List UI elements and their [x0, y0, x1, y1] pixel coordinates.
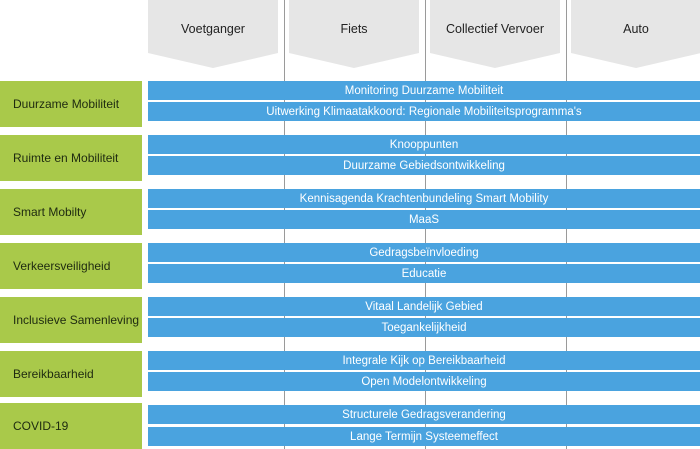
row-label-verkeersveiligheid: Verkeersveiligheid — [0, 243, 142, 289]
program-bar: Vitaal Landelijk Gebied — [148, 297, 700, 316]
program-bar: Structurele Gedragsverandering — [148, 405, 700, 424]
program-bar: Integrale Kijk op Bereikbaarheid — [148, 351, 700, 370]
row-label-inclusieve-samenleving: Inclusieve Samenleving — [0, 297, 142, 343]
column-header-voetganger: Voetganger — [148, 0, 278, 68]
program-bar: Knooppunten — [148, 135, 700, 154]
program-bar: Monitoring Duurzame Mobiliteit — [148, 81, 700, 100]
program-bar: Lange Termijn Systeemeffect — [148, 427, 700, 446]
column-header-auto: Auto — [571, 0, 700, 68]
row-label-bereikbaarheid: Bereikbaarheid — [0, 351, 142, 397]
column-header-fiets: Fiets — [289, 0, 419, 68]
program-bar: Uitwerking Klimaatakkoord: Regionale Mob… — [148, 102, 700, 121]
program-bar: Kennisagenda Krachtenbundeling Smart Mob… — [148, 189, 700, 208]
row-label-ruimte-en-mobiliteit: Ruimte en Mobiliteit — [0, 135, 142, 181]
row-label-covid-19: COVID-19 — [0, 403, 142, 449]
program-bar: Open Modelontwikkeling — [148, 372, 700, 391]
program-bar: MaaS — [148, 210, 700, 229]
program-bar: Toegankelijkheid — [148, 318, 700, 337]
row-label-duurzame-mobiliteit: Duurzame Mobiliteit — [0, 81, 142, 127]
column-header-collectief-vervoer: Collectief Vervoer — [430, 0, 560, 68]
program-bar: Gedragsbeïnvloeding — [148, 243, 700, 262]
program-bar: Duurzame Gebiedsontwikkeling — [148, 156, 700, 175]
program-bar: Educatie — [148, 264, 700, 283]
row-label-smart-mobilty: Smart Mobilty — [0, 189, 142, 235]
